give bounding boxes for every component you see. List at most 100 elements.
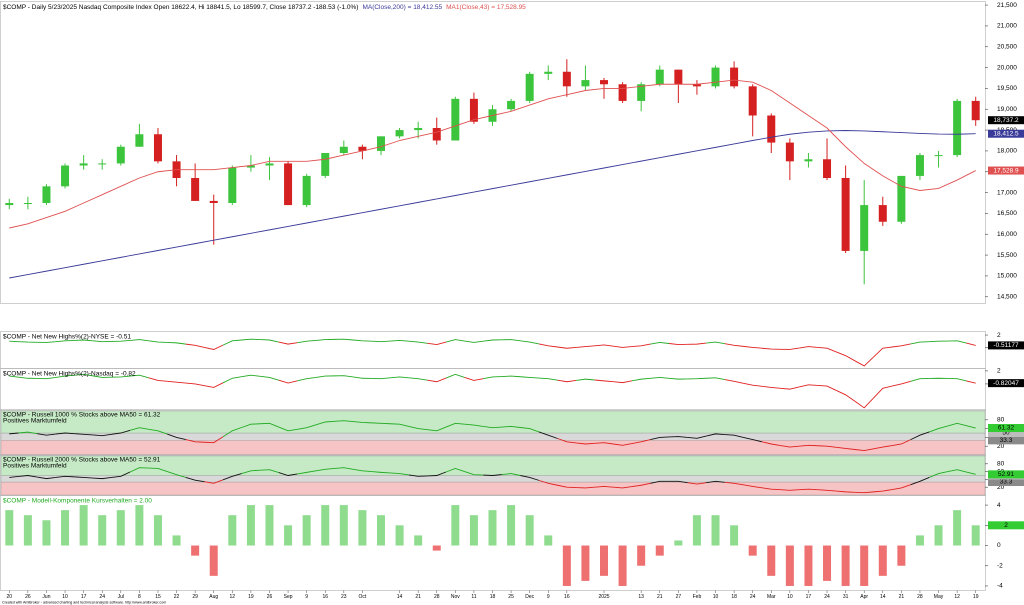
value-label: -0.82047: [993, 380, 1019, 387]
indicator-line: [371, 340, 391, 343]
indicator-line: [594, 344, 614, 347]
candle-body: [637, 84, 646, 101]
indicator-line: [594, 485, 614, 488]
indicator-line: [241, 338, 261, 341]
indicator-line: [799, 346, 818, 349]
indicator-line: [761, 487, 781, 491]
panel-frame: [0, 409, 986, 456]
indicator-line: [167, 380, 186, 384]
x-tick-label: 8: [138, 594, 141, 600]
indicator-line: [130, 339, 149, 342]
indicator-line: [408, 474, 428, 477]
indicator-line: [854, 491, 874, 494]
y-tick-label: 21,500: [997, 2, 1017, 9]
indicator-line: [222, 339, 242, 346]
indicator-line: [761, 385, 781, 389]
x-tick-label: 9: [547, 594, 550, 600]
x-tick-label: May: [934, 594, 944, 600]
candle-body: [915, 155, 924, 176]
candle-body: [804, 159, 813, 162]
x-tick-label: 16: [564, 594, 570, 600]
value-label: 52.91: [998, 471, 1015, 478]
panel-title: $COMP - Modell-Komponente Kursverhalten …: [3, 498, 152, 505]
indicator-line: [371, 471, 391, 474]
indicator-line: [260, 339, 279, 343]
value-box: [988, 129, 1024, 138]
indicator-line: [910, 431, 930, 441]
indicator-line: [892, 439, 911, 446]
candle-body: [79, 163, 88, 166]
bar: [692, 515, 701, 546]
candle-body: [414, 128, 423, 131]
indicator-line: [836, 390, 856, 402]
bar: [897, 545, 906, 566]
value-label: 2: [1004, 522, 1008, 529]
bar: [953, 510, 962, 546]
x-tick-label: 21: [657, 594, 663, 600]
candle-body: [581, 80, 590, 87]
value-box: [988, 470, 1024, 479]
indicator-line: [371, 422, 391, 425]
x-tick-label: 24: [750, 594, 756, 600]
x-tick-label: 14: [397, 594, 403, 600]
indicator-line: [910, 341, 930, 345]
indicator-line: [167, 342, 186, 345]
candle-body: [860, 205, 869, 251]
indicator-line: [390, 339, 409, 342]
bar: [469, 515, 478, 546]
indicator-line: [724, 434, 744, 438]
indicator-line: [185, 343, 205, 348]
indicator-line: [557, 438, 577, 444]
value-label: 18,412.5: [993, 130, 1019, 137]
candle-body: [730, 67, 739, 87]
indicator-line: [334, 420, 354, 423]
value-label: 33.3: [1000, 479, 1013, 486]
indicator-line: [743, 345, 763, 349]
bar: [525, 515, 534, 546]
value-label: 61.32: [998, 425, 1015, 432]
candle-body: [674, 69, 683, 85]
indicator-line: [297, 339, 316, 344]
indicator-line: [557, 379, 577, 383]
panel-frame: [0, 368, 986, 411]
bar: [711, 515, 720, 546]
indicator-line: [929, 340, 948, 343]
indicator-line: [148, 428, 168, 435]
candle-body: [246, 165, 255, 168]
indicator-line: [167, 471, 186, 478]
x-tick-label: 9: [305, 594, 308, 600]
indicator-line: [706, 480, 725, 484]
indicator-line: [631, 439, 651, 445]
indicator-line: [111, 429, 131, 435]
bar: [488, 510, 497, 546]
indicator-line: [947, 469, 967, 473]
indicator-line: [37, 433, 56, 436]
indicator-line: [576, 486, 595, 489]
indicator-line: [315, 338, 335, 341]
panel-title: $COMP - Net New Highs%(2)-Nasdaq = -0.82: [3, 371, 136, 378]
y-tick-label: 16,000: [997, 231, 1017, 238]
indicator-line: [687, 377, 707, 380]
indicator-line: [613, 486, 632, 489]
candle-body: [953, 100, 962, 156]
value-box: [988, 436, 1024, 445]
indicator-line: [724, 481, 744, 486]
indicator-line: [538, 431, 558, 439]
footer: Created with AmiBroker - advanced charti…: [2, 600, 166, 604]
indicator-line: [92, 477, 112, 480]
indicator-line: [891, 380, 911, 387]
indicator-line: [464, 376, 484, 381]
panel-title: $COMP - Russell 2000 % Stocks above MA50…: [3, 457, 161, 464]
bar: [321, 505, 330, 546]
indicator-line: [445, 422, 465, 428]
indicator-line: [9, 432, 19, 435]
indicator-line: [130, 374, 149, 379]
x-tick-label: 23: [341, 594, 347, 600]
y-tick-label: 17,000: [997, 189, 1017, 196]
candle-body: [265, 163, 274, 166]
candle-body: [23, 203, 32, 204]
y-tick-label: 80: [997, 417, 1005, 424]
x-tick-label: 25: [508, 594, 514, 600]
bar: [785, 545, 794, 586]
